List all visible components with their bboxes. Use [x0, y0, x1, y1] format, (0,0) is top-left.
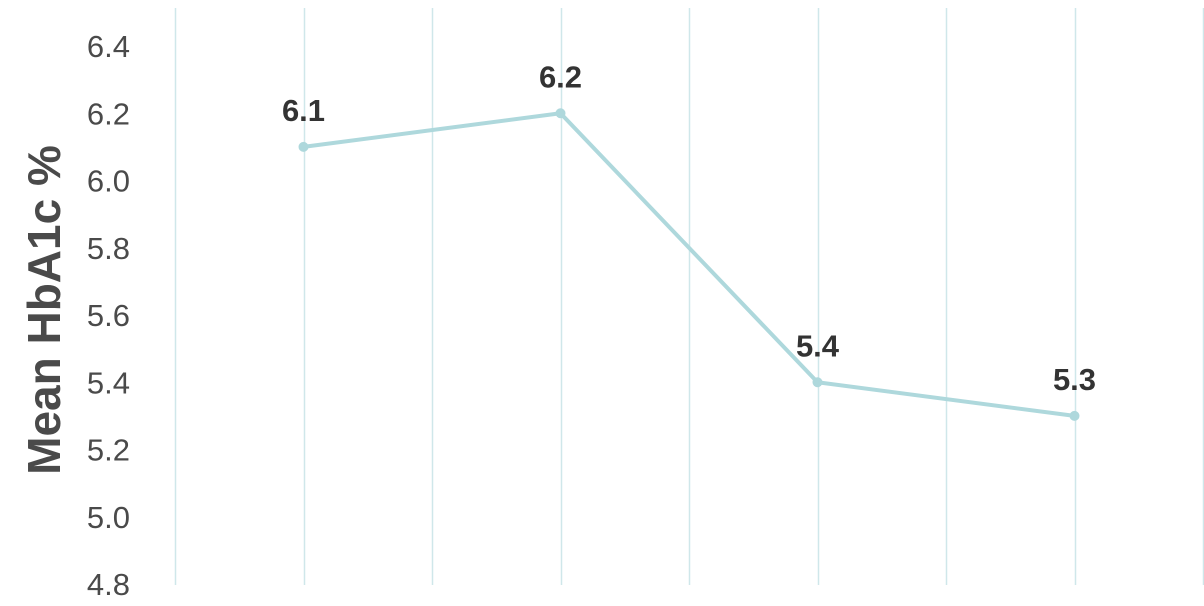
data-markers [298, 108, 1080, 421]
y-tick-label: 6.4 [87, 29, 130, 64]
y-tick-label: 5.4 [87, 365, 130, 400]
y-tick-label: 5.2 [87, 433, 130, 468]
data-label: 5.4 [796, 328, 840, 363]
data-label: 6.1 [282, 93, 325, 128]
y-tick-label: 4.8 [87, 567, 130, 602]
data-point[interactable] [812, 377, 823, 388]
y-tick-label: 5.8 [87, 231, 130, 266]
data-point[interactable] [1069, 410, 1080, 421]
y-axis-ticks: 4.8 5.0 5.2 5.4 5.6 5.8 6.0 6.2 6.4 [87, 29, 130, 602]
data-point[interactable] [298, 141, 309, 152]
data-label: 6.2 [539, 59, 582, 94]
data-point[interactable] [555, 108, 566, 119]
y-tick-label: 6.2 [87, 96, 130, 131]
series-line-group [303, 111, 1075, 418]
gridlines [174, 8, 1204, 585]
y-tick-label: 5.0 [87, 500, 130, 535]
series-line [303, 111, 1075, 418]
data-labels: 6.1 6.2 5.4 5.3 [282, 59, 1096, 397]
y-tick-label: 5.6 [87, 298, 130, 333]
data-label: 5.3 [1053, 362, 1096, 397]
y-axis-title: Mean HbA1c % [18, 145, 70, 475]
y-tick-label: 6.0 [87, 164, 130, 199]
